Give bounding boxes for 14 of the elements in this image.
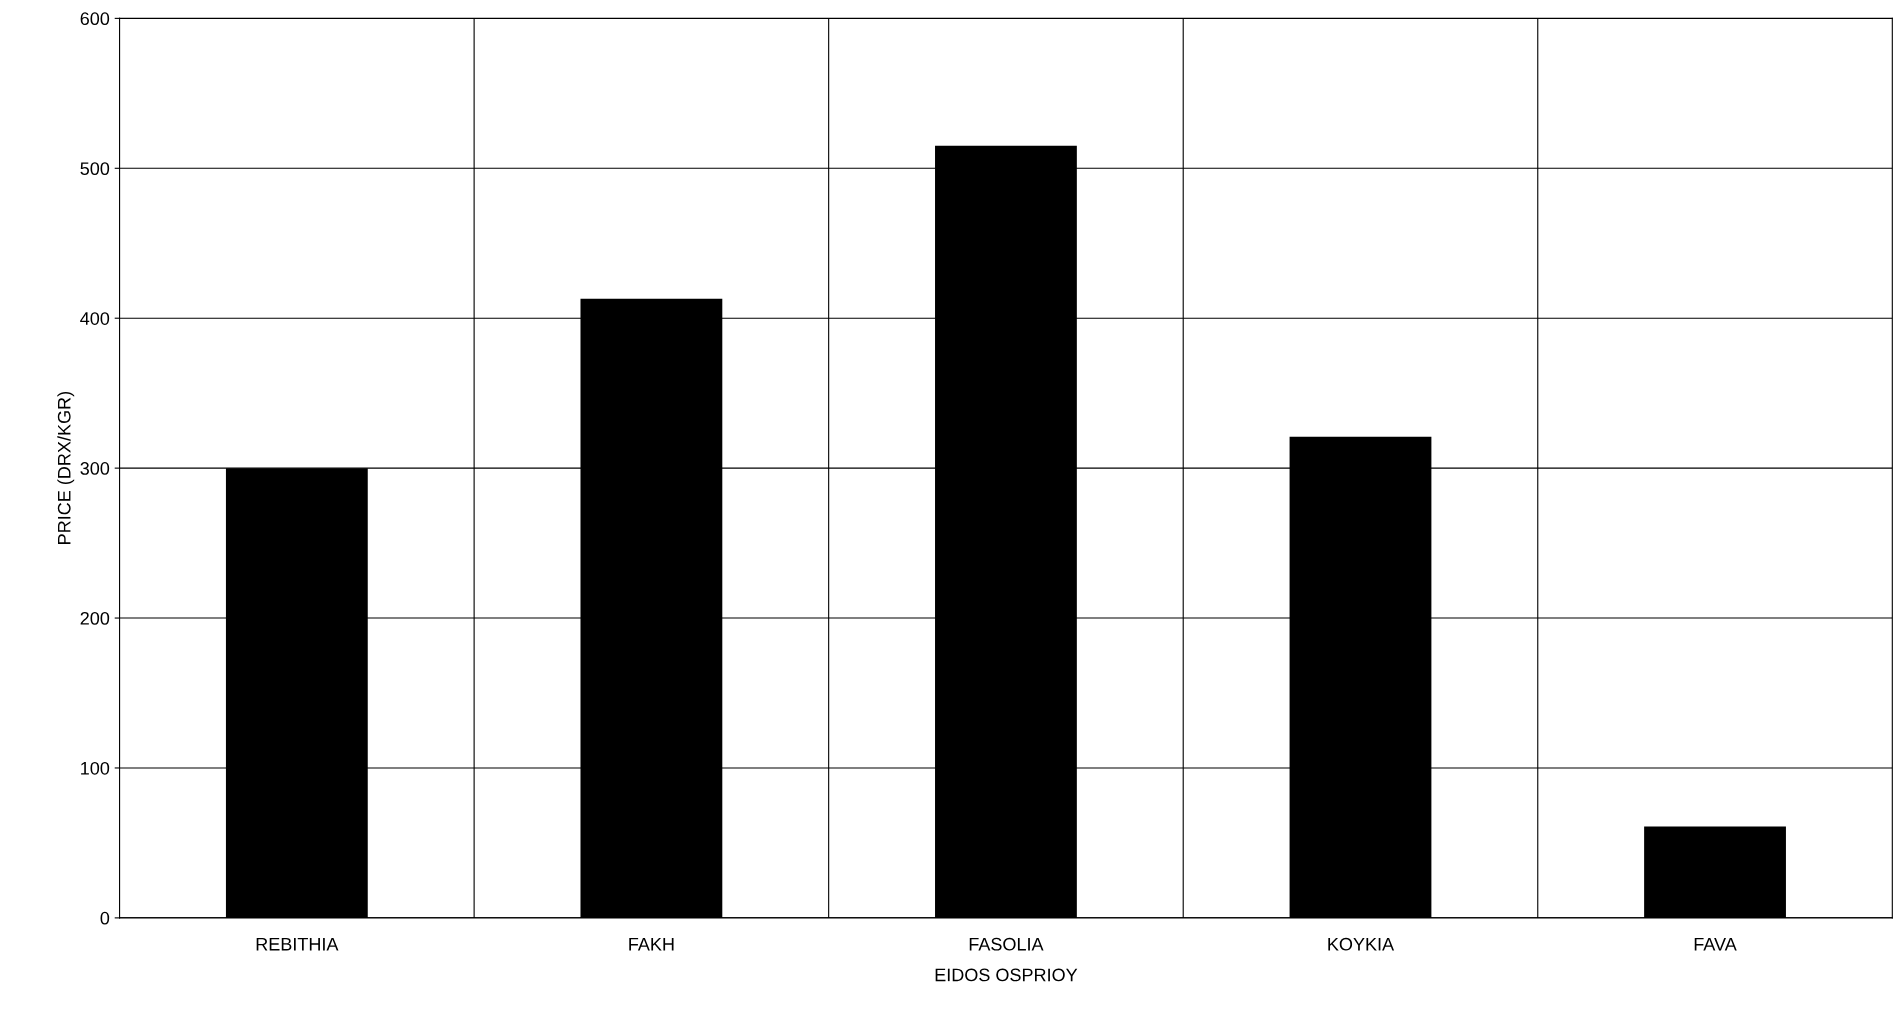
y-tick-label: 100 — [81, 761, 110, 775]
y-tick-label: 200 — [80, 611, 110, 625]
x-axis-title: EIDOS OSPRIOY — [935, 968, 1078, 982]
x-tick-label: FAKH — [629, 937, 674, 951]
y-axis-title: PRICE (DRX/KGR) — [57, 392, 75, 544]
y-tick-label: 300 — [80, 462, 110, 475]
x-tick-label: FASOLIA — [969, 937, 1044, 951]
x-tick-label: KOYKIA — [1328, 937, 1395, 951]
y-tick-label: 500 — [80, 162, 110, 176]
y-tick-label: 0 — [100, 911, 110, 925]
y-tick-label: 600 — [80, 12, 110, 26]
x-tick-label: REBITHIA — [256, 937, 339, 951]
y-tick-label: 400 — [80, 312, 110, 325]
x-tick-label: FAVA — [1694, 937, 1737, 951]
